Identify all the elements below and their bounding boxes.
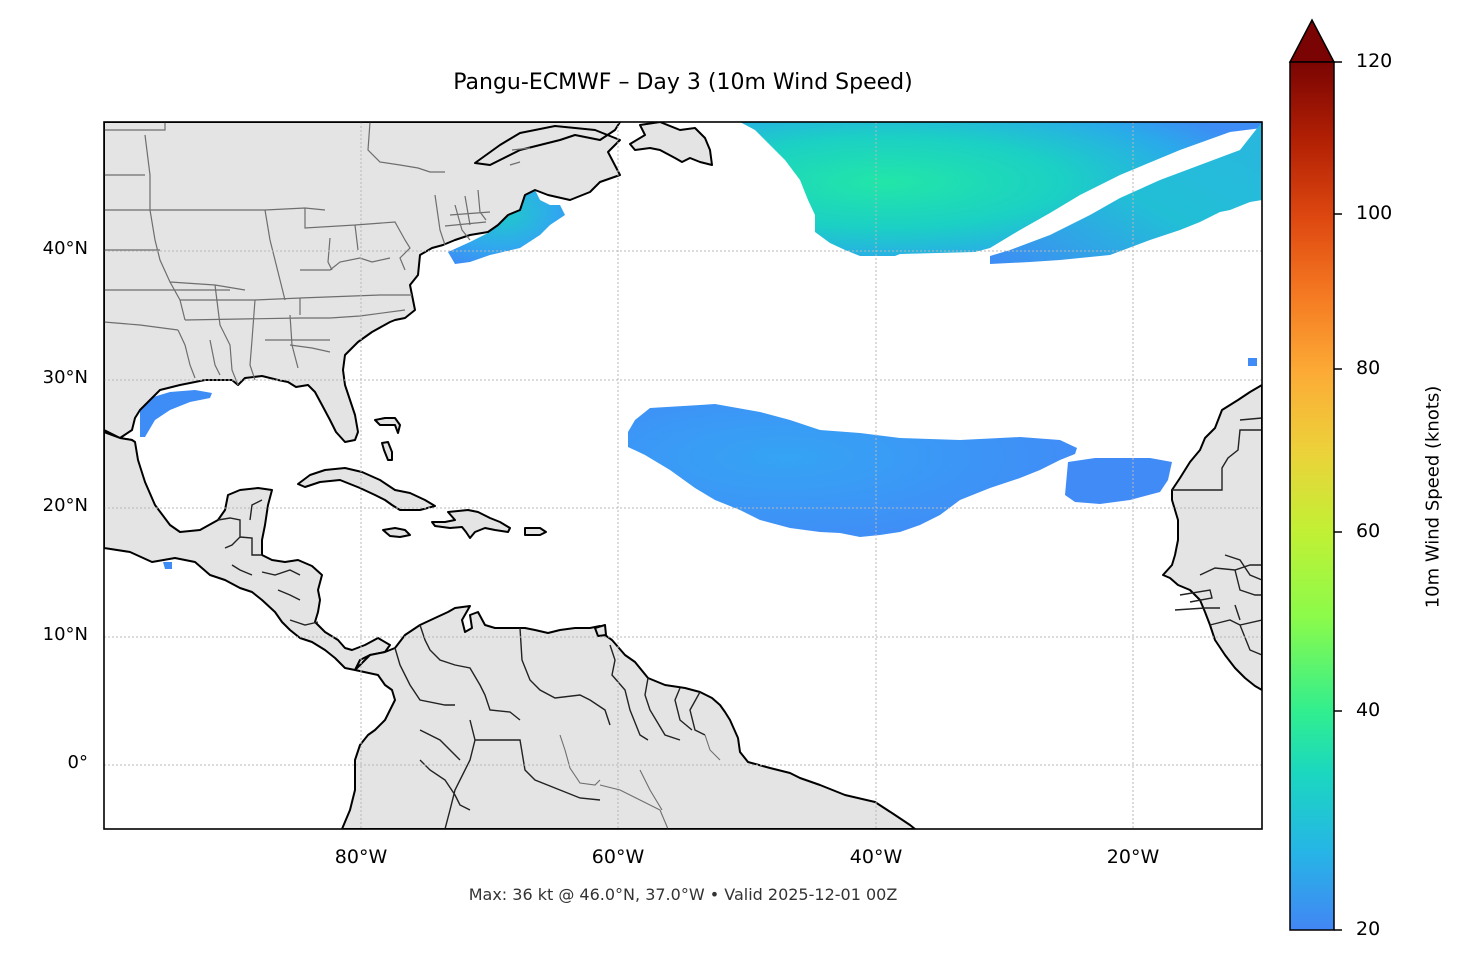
cuba: [297, 467, 436, 511]
wind-field-layer: [140, 122, 1262, 569]
state-borders: [104, 122, 531, 386]
newfoundland: [629, 122, 713, 166]
colorbar-extend-arrow: [1288, 18, 1336, 63]
subnational-borders-sa: [559, 734, 721, 829]
colorbar-tick-label: 120: [1356, 50, 1393, 72]
bahamas: [374, 417, 401, 434]
y-tick-label: 30°N: [42, 367, 88, 388]
hispaniola: [431, 509, 511, 539]
wind-region-jet-streak: [990, 122, 1262, 264]
country-borders: [217, 417, 1262, 829]
max-wind-annotation: Max: 36 kt @ 46.0°N, 37.0°W • Valid 2025…: [468, 885, 898, 904]
x-tick-label: 60°W: [591, 846, 645, 868]
chart-title: Pangu-ECMWF – Day 3 (10m Wind Speed): [453, 70, 913, 95]
south-america: [341, 605, 916, 829]
wind-region-texas: [140, 390, 212, 437]
gridlines: [104, 122, 1262, 829]
y-tick-label: 0°: [67, 752, 88, 773]
wind-region-trades: [628, 404, 1077, 537]
colorbar-tick-label: 40: [1356, 699, 1381, 721]
colorbar-tick-label: 100: [1356, 202, 1393, 224]
y-tick-label: 10°N: [42, 624, 88, 645]
puerto-rico: [524, 527, 547, 536]
x-tick-label: 40°W: [849, 846, 903, 868]
colorbar-tick-label: 20: [1356, 918, 1381, 940]
wind-region-canary: [1065, 458, 1172, 504]
y-tick-label: 40°N: [42, 238, 88, 259]
y-tick-label: 20°N: [42, 495, 88, 516]
colorbar-label: 10m Wind Speed (knots): [1422, 385, 1444, 609]
trinidad: [594, 624, 607, 637]
colorbar-tick-label: 60: [1356, 520, 1381, 542]
wind-region-jet: [740, 122, 1262, 256]
plot-frame: [103, 121, 1263, 830]
x-tick-label: 20°W: [1106, 846, 1160, 868]
land-layer: [104, 122, 1262, 829]
wind-region-ne-us: [448, 190, 565, 264]
x-tick-label: 80°W: [334, 846, 388, 868]
jamaica: [382, 527, 411, 538]
colorbar-tick-label: 80: [1356, 357, 1381, 379]
colorbar: [1288, 18, 1342, 931]
